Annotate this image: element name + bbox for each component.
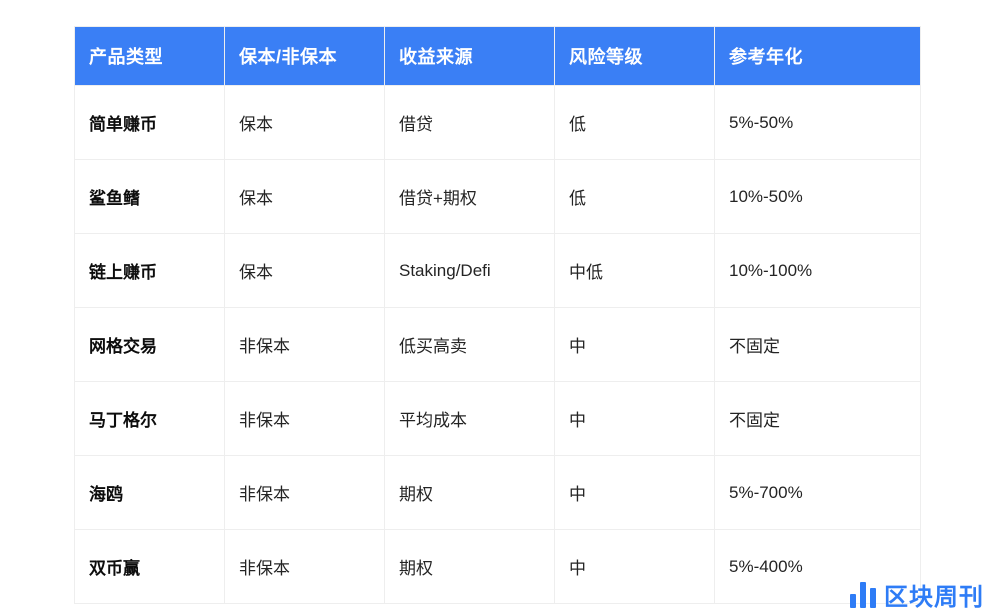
table-cell: 借贷+期权 <box>385 160 555 234</box>
table-row: 链上赚币保本Staking/Defi中低10%-100% <box>75 234 921 308</box>
table-row: 海鸥非保本期权中5%-700% <box>75 456 921 530</box>
table-header-cell: 参考年化 <box>715 27 921 86</box>
table-cell: 非保本 <box>225 530 385 604</box>
table-cell: 双币赢 <box>75 530 225 604</box>
table-container: 产品类型保本/非保本收益来源风险等级参考年化 简单赚币保本借贷低5%-50%鲨鱼… <box>74 26 920 604</box>
table-cell: 保本 <box>225 86 385 160</box>
table-cell: 中低 <box>555 234 715 308</box>
table-cell: 借贷 <box>385 86 555 160</box>
watermark-bars-icon <box>850 580 876 608</box>
table-cell: 简单赚币 <box>75 86 225 160</box>
watermark-bar <box>870 588 876 608</box>
table-cell: 10%-50% <box>715 160 921 234</box>
table-cell: 链上赚币 <box>75 234 225 308</box>
table-row: 马丁格尔非保本平均成本中不固定 <box>75 382 921 456</box>
table-cell: 中 <box>555 530 715 604</box>
table-cell: 期权 <box>385 530 555 604</box>
table-cell: 非保本 <box>225 308 385 382</box>
table-header-cell: 收益来源 <box>385 27 555 86</box>
table-cell: 5%-50% <box>715 86 921 160</box>
table-cell: 10%-100% <box>715 234 921 308</box>
watermark-bar <box>860 582 866 608</box>
table-cell: 5%-700% <box>715 456 921 530</box>
table-cell: 网格交易 <box>75 308 225 382</box>
table-cell: 低买高卖 <box>385 308 555 382</box>
table-cell: 保本 <box>225 160 385 234</box>
table-header-cell: 产品类型 <box>75 27 225 86</box>
table-cell: 中 <box>555 456 715 530</box>
table-cell: Staking/Defi <box>385 234 555 308</box>
table-body: 简单赚币保本借贷低5%-50%鲨鱼鳍保本借贷+期权低10%-50%链上赚币保本S… <box>75 86 921 604</box>
table-header-cell: 风险等级 <box>555 27 715 86</box>
table-header-cell: 保本/非保本 <box>225 27 385 86</box>
table-cell: 期权 <box>385 456 555 530</box>
table-cell: 海鸥 <box>75 456 225 530</box>
table-cell: 平均成本 <box>385 382 555 456</box>
table-row: 简单赚币保本借贷低5%-50% <box>75 86 921 160</box>
table-cell: 马丁格尔 <box>75 382 225 456</box>
table-cell: 非保本 <box>225 456 385 530</box>
table-row: 网格交易非保本低买高卖中不固定 <box>75 308 921 382</box>
table-cell: 低 <box>555 86 715 160</box>
watermark-bar <box>850 594 856 608</box>
table-cell: 不固定 <box>715 308 921 382</box>
table-cell: 中 <box>555 382 715 456</box>
table-header-row: 产品类型保本/非保本收益来源风险等级参考年化 <box>75 27 921 86</box>
table-head: 产品类型保本/非保本收益来源风险等级参考年化 <box>75 27 921 86</box>
table-row: 双币赢非保本期权中5%-400% <box>75 530 921 604</box>
watermark: 区块周刊 <box>850 572 994 616</box>
table-cell: 不固定 <box>715 382 921 456</box>
table-cell: 鲨鱼鳍 <box>75 160 225 234</box>
products-table: 产品类型保本/非保本收益来源风险等级参考年化 简单赚币保本借贷低5%-50%鲨鱼… <box>74 26 921 604</box>
table-cell: 保本 <box>225 234 385 308</box>
table-row: 鲨鱼鳍保本借贷+期权低10%-50% <box>75 160 921 234</box>
table-cell: 中 <box>555 308 715 382</box>
table-cell: 非保本 <box>225 382 385 456</box>
watermark-text: 区块周刊 <box>884 577 984 612</box>
table-cell: 低 <box>555 160 715 234</box>
